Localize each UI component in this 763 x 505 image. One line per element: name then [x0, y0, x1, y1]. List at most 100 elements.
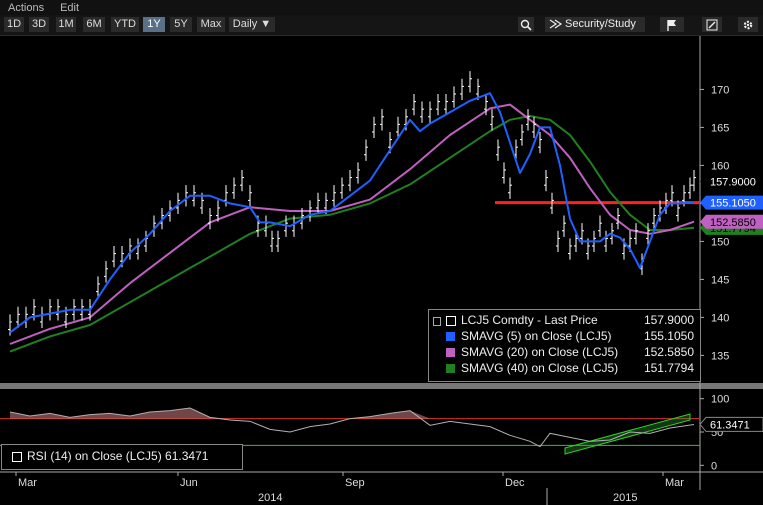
rsi-legend[interactable]: RSI (14) on Close (LCJ5) 61.3471 — [1, 444, 243, 470]
price-bar — [380, 109, 384, 131]
menu-edit[interactable]: Edit — [60, 1, 80, 14]
period-1m-button[interactable]: 1M — [56, 17, 76, 32]
price-bar — [356, 162, 360, 184]
price-bar — [56, 299, 60, 321]
price-bar — [604, 230, 608, 253]
legend-value: 152.5850 — [643, 345, 694, 359]
price-bar — [496, 139, 500, 161]
panel-divider — [0, 383, 763, 389]
tag-sma20-text: 152.5850 — [710, 217, 756, 229]
price-bar — [568, 238, 572, 260]
price-bar — [104, 261, 108, 283]
menu-actions[interactable]: Actions — [8, 1, 45, 14]
price-bar — [428, 101, 432, 123]
price-bar — [598, 215, 602, 237]
period-5y-button[interactable]: 5Y — [170, 17, 192, 32]
price-bar — [538, 131, 542, 154]
price-grid — [0, 36, 763, 505]
security-study-button[interactable]: Security/Study — [545, 17, 645, 32]
period-3d-button[interactable]: 3D — [29, 17, 49, 32]
y-tick-label: 135 — [711, 350, 729, 362]
legend-price: LCJ5 Comdty - Last Price 157.9000 — [429, 313, 700, 329]
y-tick-label: 145 — [711, 274, 729, 286]
menu-bar: Actions Edit — [0, 0, 763, 15]
price-bar — [324, 192, 328, 215]
magnifier-icon[interactable] — [518, 17, 534, 32]
price-bar — [240, 169, 244, 192]
rsi-legend-label: RSI (14) on Close (LCJ5) 61.3471 — [27, 449, 209, 463]
legend-swatch-sma5 — [446, 332, 455, 341]
price-bar — [490, 109, 494, 131]
x-month-label: Sep — [345, 477, 365, 489]
price-bar — [460, 78, 464, 101]
period-max-button[interactable]: Max — [197, 17, 225, 32]
legend-sma5: SMAVG (5) on Close (LCJ5) 155.1050 — [429, 329, 700, 345]
tag-price-bg — [700, 174, 763, 189]
period-1d-button[interactable]: 1D — [4, 17, 24, 32]
rsi-tick-label: 0 — [711, 460, 717, 472]
toolbar: 1D 3D 1M 6M YTD 1Y 5Y Max Daily ▼ Securi… — [0, 15, 763, 36]
frequency-dropdown[interactable]: Daily ▼ — [229, 17, 275, 32]
legend-swatch-sma20 — [446, 348, 455, 357]
rsi-trend-channel — [564, 413, 691, 455]
price-bar — [316, 192, 320, 215]
price-bar — [216, 200, 220, 222]
flag-icon[interactable] — [660, 17, 684, 32]
price-bar — [652, 207, 656, 230]
price-bar — [562, 215, 566, 237]
price-bar — [372, 116, 376, 139]
price-bar — [484, 93, 488, 116]
rsi-line — [9, 407, 695, 448]
tag-rsi-bg — [699, 416, 763, 432]
y-tick-label: 160 — [711, 160, 729, 172]
legend-label: LCJ5 Comdty - Last Price — [461, 313, 598, 327]
price-bar — [452, 86, 456, 108]
gear-icon[interactable] — [738, 17, 758, 32]
tag-rsi-text: 61.3471 — [710, 419, 750, 431]
price-bar — [412, 93, 416, 116]
x-year-label: 2014 — [258, 492, 282, 504]
tag-sma5-bg — [700, 195, 763, 210]
price-bar — [444, 93, 448, 116]
price-bar — [16, 306, 20, 329]
legend-label: SMAVG (20) on Close (LCJ5) — [461, 345, 619, 359]
series-layer — [8, 71, 700, 455]
edit-icon[interactable] — [702, 17, 722, 32]
price-bar — [232, 177, 236, 199]
legend-label: SMAVG (5) on Close (LCJ5) — [461, 329, 612, 343]
price-y-axis: 135140145150155160165170 — [700, 84, 729, 362]
y-tick-label: 165 — [711, 122, 729, 134]
legend-sma40: SMAVG (40) on Close (LCJ5) 151.7794 — [429, 361, 700, 377]
legend-value: 157.9000 — [643, 313, 694, 327]
tag-sma5: 155.1050 — [700, 195, 763, 210]
price-bar — [270, 230, 274, 253]
price-bar — [526, 109, 530, 131]
price-bar — [420, 101, 424, 123]
period-ytd-button[interactable]: YTD — [111, 17, 139, 32]
tag-sma5-text: 155.1050 — [710, 198, 756, 210]
sma5-line — [9, 92, 694, 334]
legend-collapse-icon[interactable] — [433, 317, 441, 326]
period-1y-button[interactable]: 1Y — [143, 17, 165, 32]
period-6m-button[interactable]: 6M — [83, 17, 105, 32]
price-bar — [508, 177, 512, 199]
price-bar — [176, 192, 180, 215]
rsi-tick-label: 100 — [711, 394, 729, 406]
price-bar — [550, 192, 554, 215]
price-bar — [208, 207, 212, 230]
x-month-label: Mar — [18, 477, 37, 489]
price-bar — [688, 177, 692, 199]
legend-value: 155.1050 — [643, 329, 694, 343]
tag-rsi: 61.3471 — [699, 416, 763, 432]
price-bar — [468, 71, 472, 93]
price-bar — [396, 116, 400, 139]
price-bar — [634, 223, 638, 245]
x-month-label: Jun — [180, 477, 198, 489]
y-tick-label: 170 — [711, 84, 729, 96]
security-study-label: Security/Study — [565, 18, 636, 30]
price-bar — [556, 230, 560, 253]
chart-legend[interactable]: LCJ5 Comdty - Last Price 157.9000 SMAVG … — [428, 309, 701, 382]
